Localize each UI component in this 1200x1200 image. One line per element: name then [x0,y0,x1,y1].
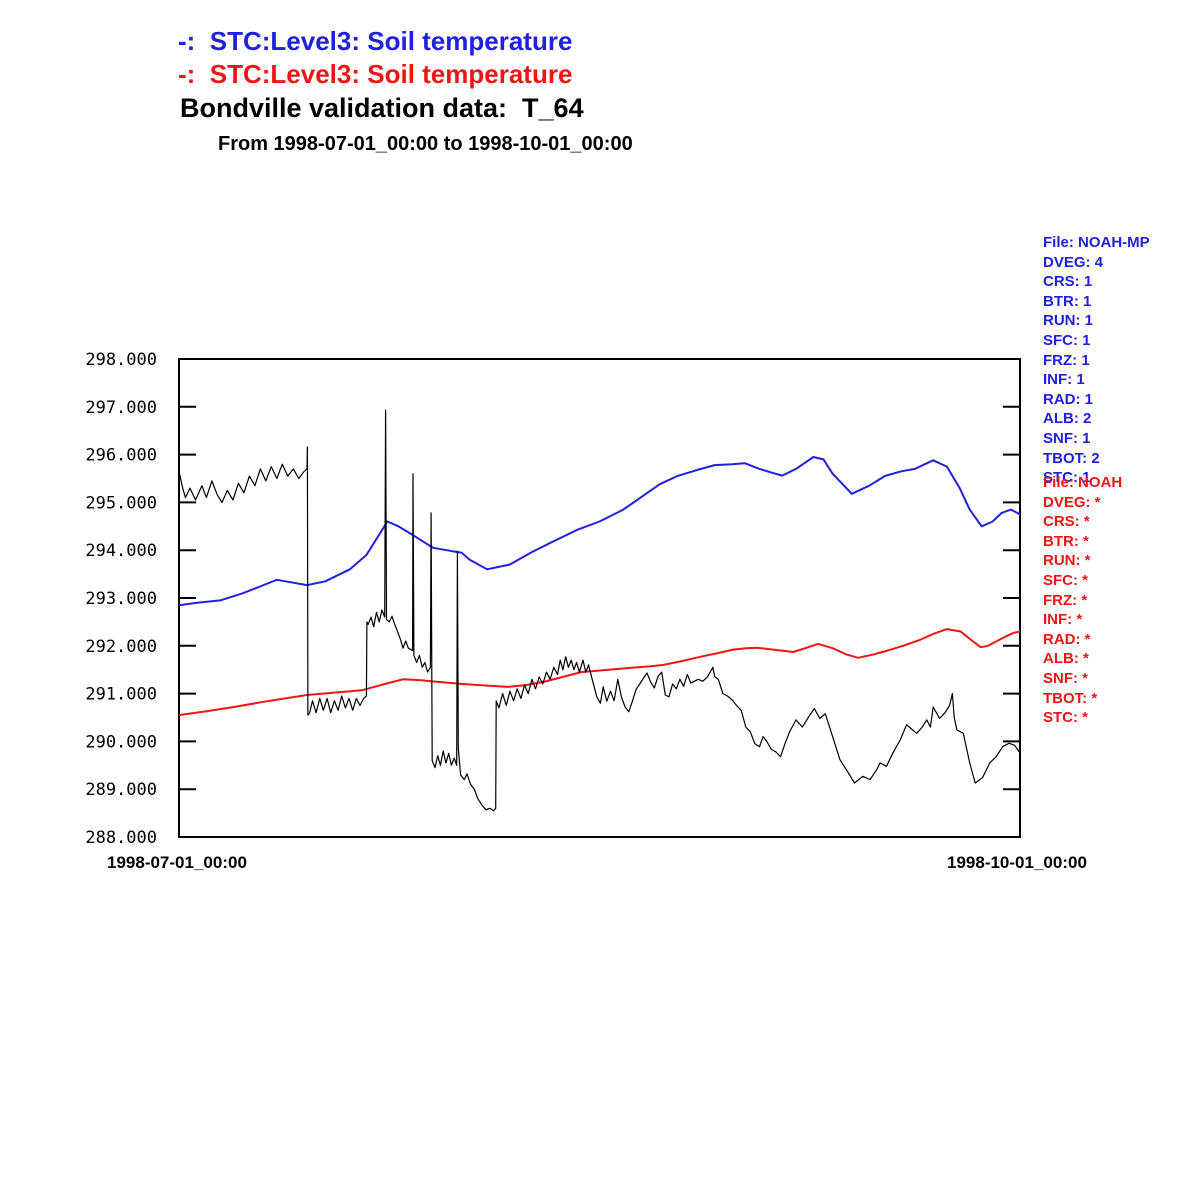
legend-item: ALB: 2 [1043,410,1092,428]
y-tick-label: 295.000 [85,493,157,513]
legend-item: INF: * [1043,611,1083,629]
legend-item: CRS: * [1043,513,1090,531]
legend-item: TBOT: 2 [1043,449,1100,467]
legend-item: FRZ: 1 [1043,351,1090,369]
legend-item: RAD: 1 [1043,390,1094,408]
y-tick-label: 294.000 [85,541,157,561]
legend-item: STC: 1 [1043,469,1091,487]
legend-noah: File: NOAH DVEG: * CRS: * BTR: * RUN: * SFC: … [1043,473,1122,728]
legend-item: INF: 1 [1043,371,1085,389]
y-tick-label: 292.000 [85,637,157,657]
legend-item: BTR: 1 [1043,292,1092,310]
date-range-subtitle: From 1998-07-01_00:00 to 1998-10-01_00:0… [218,133,633,155]
legend-item: SFC: * [1043,571,1088,589]
series-line [178,409,1021,812]
series-title-noah: -: STC:Level3: Soil temperature [178,59,573,89]
legend-item: SNF: 1 [1043,429,1091,447]
legend-item: FRZ: * [1043,591,1088,609]
legend-item: File: NOAH [1043,474,1123,491]
legend-item: DVEG: * [1043,493,1101,511]
y-tick-label: 297.000 [85,398,157,418]
legend-item: TBOT: * [1043,689,1098,707]
y-tick-label: 298.000 [85,350,157,370]
series-title-noahmp: -: STC:Level3: Soil temperature [178,26,573,56]
series-line [178,628,1021,717]
x-axis-end-label: 1998-10-01_00:00 [947,853,1087,872]
y-tick-label: 293.000 [85,589,157,609]
legend-item: DVEG: 4 [1043,253,1104,271]
y-tick-label: 296.000 [85,446,157,466]
legend-item: SNF: * [1043,669,1088,687]
legend-item: CRS: 1 [1043,273,1093,291]
page-title: Bondville validation data: T_64 [180,93,584,123]
legend-item: BTR: * [1043,532,1089,550]
y-tick-label: 290.000 [85,732,157,752]
legend-item: SFC: 1 [1043,331,1091,349]
plot-frame [178,358,1021,838]
y-tick-label: 288.000 [85,828,157,848]
y-tick-label: 291.000 [85,685,157,705]
legend-item: RAD: * [1043,630,1091,648]
x-axis-start-label: 1998-07-01_00:00 [107,853,247,872]
legend-item: RUN: 1 [1043,312,1094,330]
legend-item: File: NOAH-MP [1043,234,1150,251]
legend-noahmp: File: NOAH-MP DVEG: 4 CRS: 1 BTR: 1 RUN: 1 SF… [1043,233,1150,488]
series-line [178,456,1021,607]
legend-item: STC: * [1043,709,1088,727]
y-tick-label: 289.000 [85,780,157,800]
legend-item: RUN: * [1043,552,1091,570]
legend-item: ALB: * [1043,650,1089,668]
